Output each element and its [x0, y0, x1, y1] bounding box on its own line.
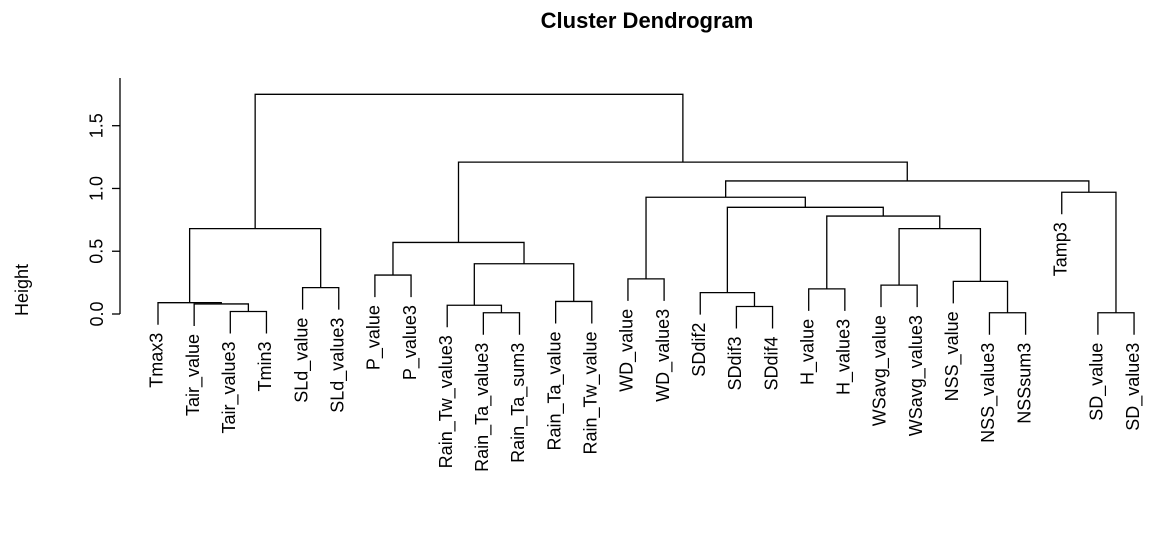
merge — [301, 286, 340, 310]
leaf-label: WD_value3 — [653, 309, 674, 402]
merge — [374, 274, 412, 298]
merge — [473, 263, 575, 306]
leaf-label: NSSsum3 — [1014, 343, 1034, 424]
merge — [726, 206, 884, 293]
leaf-label: NSS_value3 — [978, 343, 999, 443]
merge — [482, 312, 521, 335]
leaf-label: Rain_Tw_value3 — [436, 335, 457, 468]
merge — [898, 227, 982, 286]
leaf-label: SD_value3 — [1123, 343, 1144, 431]
y-tick-label: 0.0 — [87, 301, 107, 326]
merge — [735, 305, 774, 329]
leaf-label: SD_value — [1087, 343, 1108, 421]
merge — [457, 161, 908, 243]
merge — [229, 310, 268, 334]
merge — [188, 227, 322, 303]
chart-title: Cluster Dendrogram — [541, 8, 754, 33]
leaf-label: WSavg_value — [870, 315, 891, 426]
leaf-label: Tair_value — [183, 334, 204, 416]
merge — [645, 196, 806, 279]
leaf-label: H_value — [797, 319, 818, 385]
leaf-label: P_value3 — [400, 305, 421, 380]
leaf-label: P_value — [364, 305, 385, 370]
merge — [725, 180, 1090, 198]
leaf-label: Tair_value3 — [219, 341, 240, 433]
y-tick-label: 1.5 — [87, 113, 107, 138]
y-tick-label: 1.0 — [87, 176, 107, 201]
merge — [627, 278, 665, 301]
leaf-label: Rain_Ta_value — [544, 331, 565, 450]
merge — [988, 312, 1027, 335]
merge — [699, 292, 756, 315]
merge — [1097, 312, 1135, 335]
merge — [392, 241, 525, 276]
leaf-label: SDdif2 — [689, 323, 709, 377]
leaf-label: Tmax3 — [147, 333, 167, 388]
merge — [555, 300, 593, 324]
merge — [193, 303, 250, 326]
y-axis-title: Height — [12, 264, 32, 316]
leaf-label: SDdif3 — [725, 336, 745, 390]
merge — [1061, 191, 1117, 313]
leaf-label: Tmin3 — [255, 341, 275, 391]
leaf-label: SLd_value — [291, 318, 312, 403]
leaf-label: Rain_Ta_value3 — [472, 343, 493, 472]
leaf-label: SLd_value3 — [328, 318, 349, 413]
merge — [157, 302, 222, 325]
merge — [808, 288, 846, 311]
merge — [952, 280, 1009, 313]
merge — [254, 93, 684, 229]
leaf-label: Tamp3 — [1051, 222, 1071, 276]
merge — [880, 284, 918, 308]
leaf-label: NSS_value — [942, 311, 963, 401]
leaf-label: H_value3 — [834, 319, 855, 395]
leaf-label: WD_value — [617, 309, 638, 392]
merge — [446, 304, 503, 328]
leaf-label: Rain_Ta_sum3 — [508, 343, 529, 463]
merge — [826, 215, 941, 289]
leaf-label: WSavg_value3 — [906, 315, 927, 436]
y-tick-label: 0.5 — [87, 239, 107, 264]
leaf-label: SDdif4 — [761, 336, 781, 390]
leaf-label: Rain_Tw_value — [581, 331, 602, 454]
